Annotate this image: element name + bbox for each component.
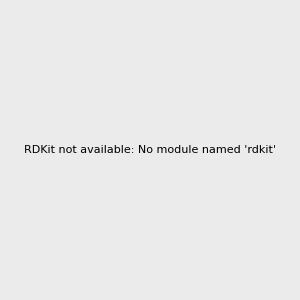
Text: RDKit not available: No module named 'rdkit': RDKit not available: No module named 'rd… (24, 145, 276, 155)
